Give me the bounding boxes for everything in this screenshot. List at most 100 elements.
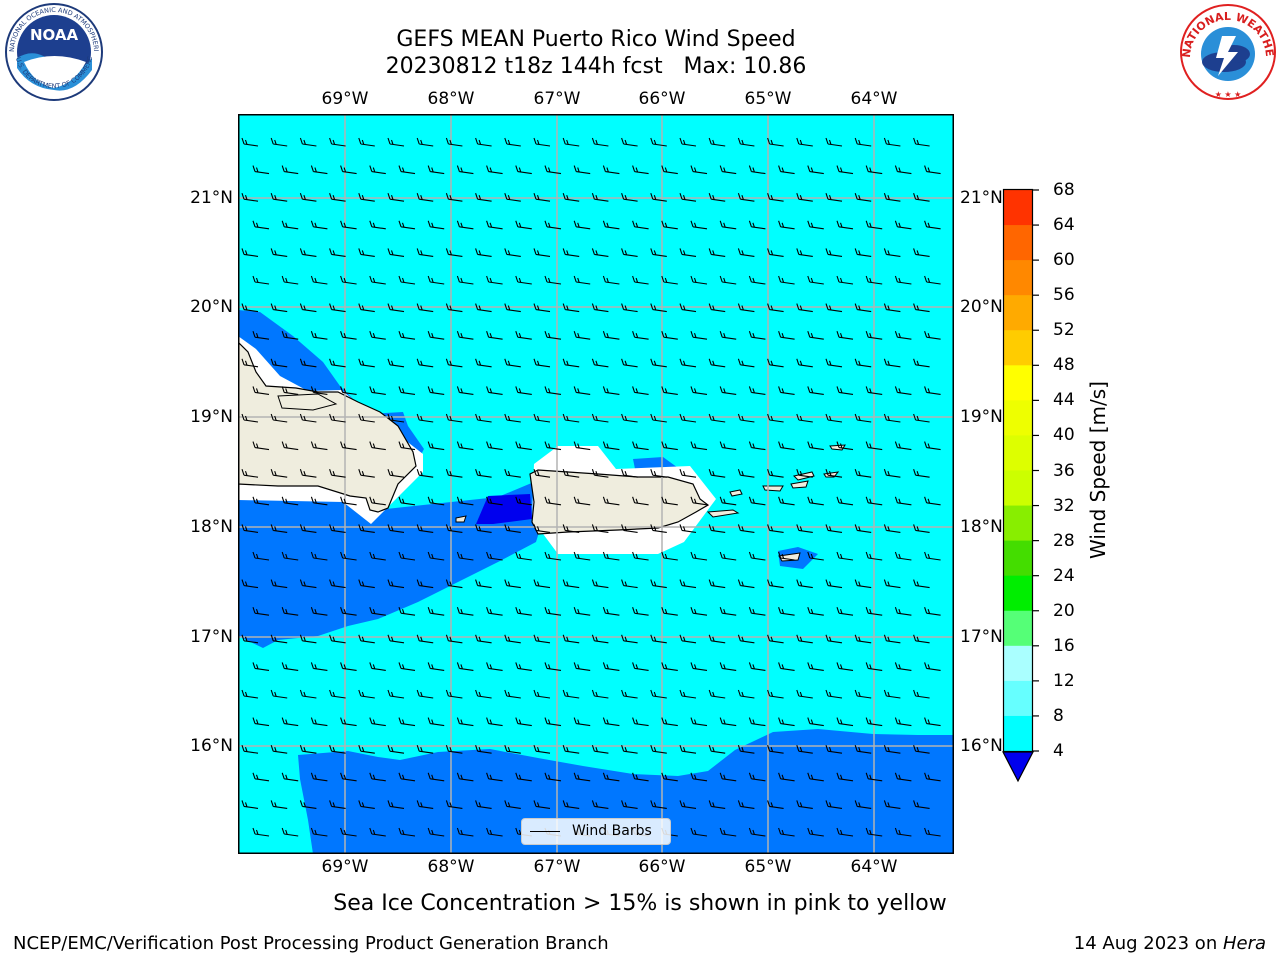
wind-barb (369, 220, 386, 230)
speed-fill-4-8 (298, 729, 954, 854)
wind-barb (475, 469, 492, 478)
wind-barb (796, 745, 813, 754)
wind-barb (358, 634, 375, 644)
wind-barb (241, 137, 259, 147)
wind-barb (310, 331, 328, 340)
wind-barb (883, 193, 901, 202)
wind-barb (632, 607, 649, 616)
wind-barb (883, 800, 901, 809)
wind-barb (310, 496, 328, 506)
wind-barb (445, 193, 463, 202)
wind-barb (533, 193, 551, 202)
wind-barb (650, 800, 667, 809)
wind-barb (369, 165, 386, 175)
wind-barb (445, 358, 463, 368)
wind-barb (778, 827, 795, 837)
wind-barb (456, 827, 474, 837)
wind-barb (913, 634, 930, 644)
colorbar-tick-label: 60 (1053, 250, 1075, 271)
wind-barb (883, 303, 901, 313)
land-island-small (277, 393, 338, 411)
wind-barb (475, 303, 492, 313)
wind-barb (621, 358, 638, 368)
wind-barb (690, 607, 708, 616)
wind-barb (650, 745, 667, 754)
wind-barb (767, 358, 784, 368)
wind-barb (748, 607, 766, 616)
wind-barb (737, 524, 755, 533)
wind-barb (865, 165, 883, 175)
wind-barb (573, 607, 591, 616)
colorbar-segment (1004, 435, 1032, 471)
wind-barb (281, 496, 299, 506)
wind-barb (825, 745, 843, 754)
wind-barb (865, 496, 883, 506)
wind-barb (924, 827, 941, 837)
wind-barb (398, 662, 416, 671)
wind-barb (836, 386, 854, 395)
wind-barb (690, 441, 708, 451)
wind-barb (924, 717, 941, 727)
wind-barb (650, 358, 667, 368)
wind-barbs (241, 137, 941, 837)
wind-barb (591, 303, 609, 313)
wind-barb (504, 358, 521, 368)
wind-barb (679, 469, 697, 478)
wind-barb (661, 165, 678, 175)
wind-barb (854, 137, 872, 147)
land-puerto-rico (529, 469, 710, 535)
wind-barb (825, 193, 843, 202)
wind-barb (427, 220, 445, 230)
wind-barb (708, 248, 726, 257)
wind-barb (767, 800, 784, 809)
wind-barb (281, 220, 299, 230)
wind-barb (369, 275, 386, 285)
wind-barb (358, 193, 375, 202)
colorbar-tick-label: 36 (1053, 460, 1075, 481)
colorbar-segment (1004, 400, 1032, 436)
wind-barb (767, 689, 784, 699)
wind-barb (281, 386, 299, 395)
wind-barb (854, 745, 872, 754)
wind-barb (544, 386, 562, 395)
wind-barb (865, 827, 883, 837)
wind-barb (515, 551, 532, 561)
colorbar-segment (1004, 295, 1032, 331)
wind-barb (650, 524, 667, 533)
wind-barb (913, 524, 930, 533)
wind-barb (299, 469, 317, 478)
wind-barb (737, 800, 755, 809)
wind-barb (281, 827, 299, 837)
wind-barb (515, 496, 532, 506)
wind-barb (475, 745, 492, 754)
wind-barb (270, 358, 288, 368)
wind-barb (767, 413, 784, 423)
wind-barb (241, 303, 259, 313)
wind-barb (427, 441, 445, 451)
lat-label-left: 17°N (190, 627, 233, 647)
wind-barb (883, 524, 901, 533)
wind-barb (737, 193, 755, 202)
wind-barb (475, 358, 492, 368)
wind-barb (456, 607, 474, 616)
wind-barb (661, 331, 678, 340)
wind-barb (708, 579, 726, 589)
wind-barb (329, 634, 346, 644)
wind-barb (602, 607, 620, 616)
wind-barb (562, 413, 580, 423)
wind-barb (340, 496, 357, 506)
wind-barb (310, 386, 328, 395)
wind-barb (591, 469, 609, 478)
wind-barb (544, 275, 562, 285)
wind-barb (913, 303, 930, 313)
wind-barb (913, 579, 930, 589)
wind-barb (778, 331, 795, 340)
wind-barb (299, 193, 317, 202)
wind-barb (544, 220, 562, 230)
wind-barb (533, 248, 551, 257)
wind-barb (854, 469, 872, 478)
wind-barb (329, 193, 346, 202)
wind-barb (475, 248, 492, 257)
colorbar-tick-label: 52 (1053, 320, 1075, 341)
chart-subtitle: 20230812 t18z 144h fcst Max: 10.86 (385, 54, 807, 79)
